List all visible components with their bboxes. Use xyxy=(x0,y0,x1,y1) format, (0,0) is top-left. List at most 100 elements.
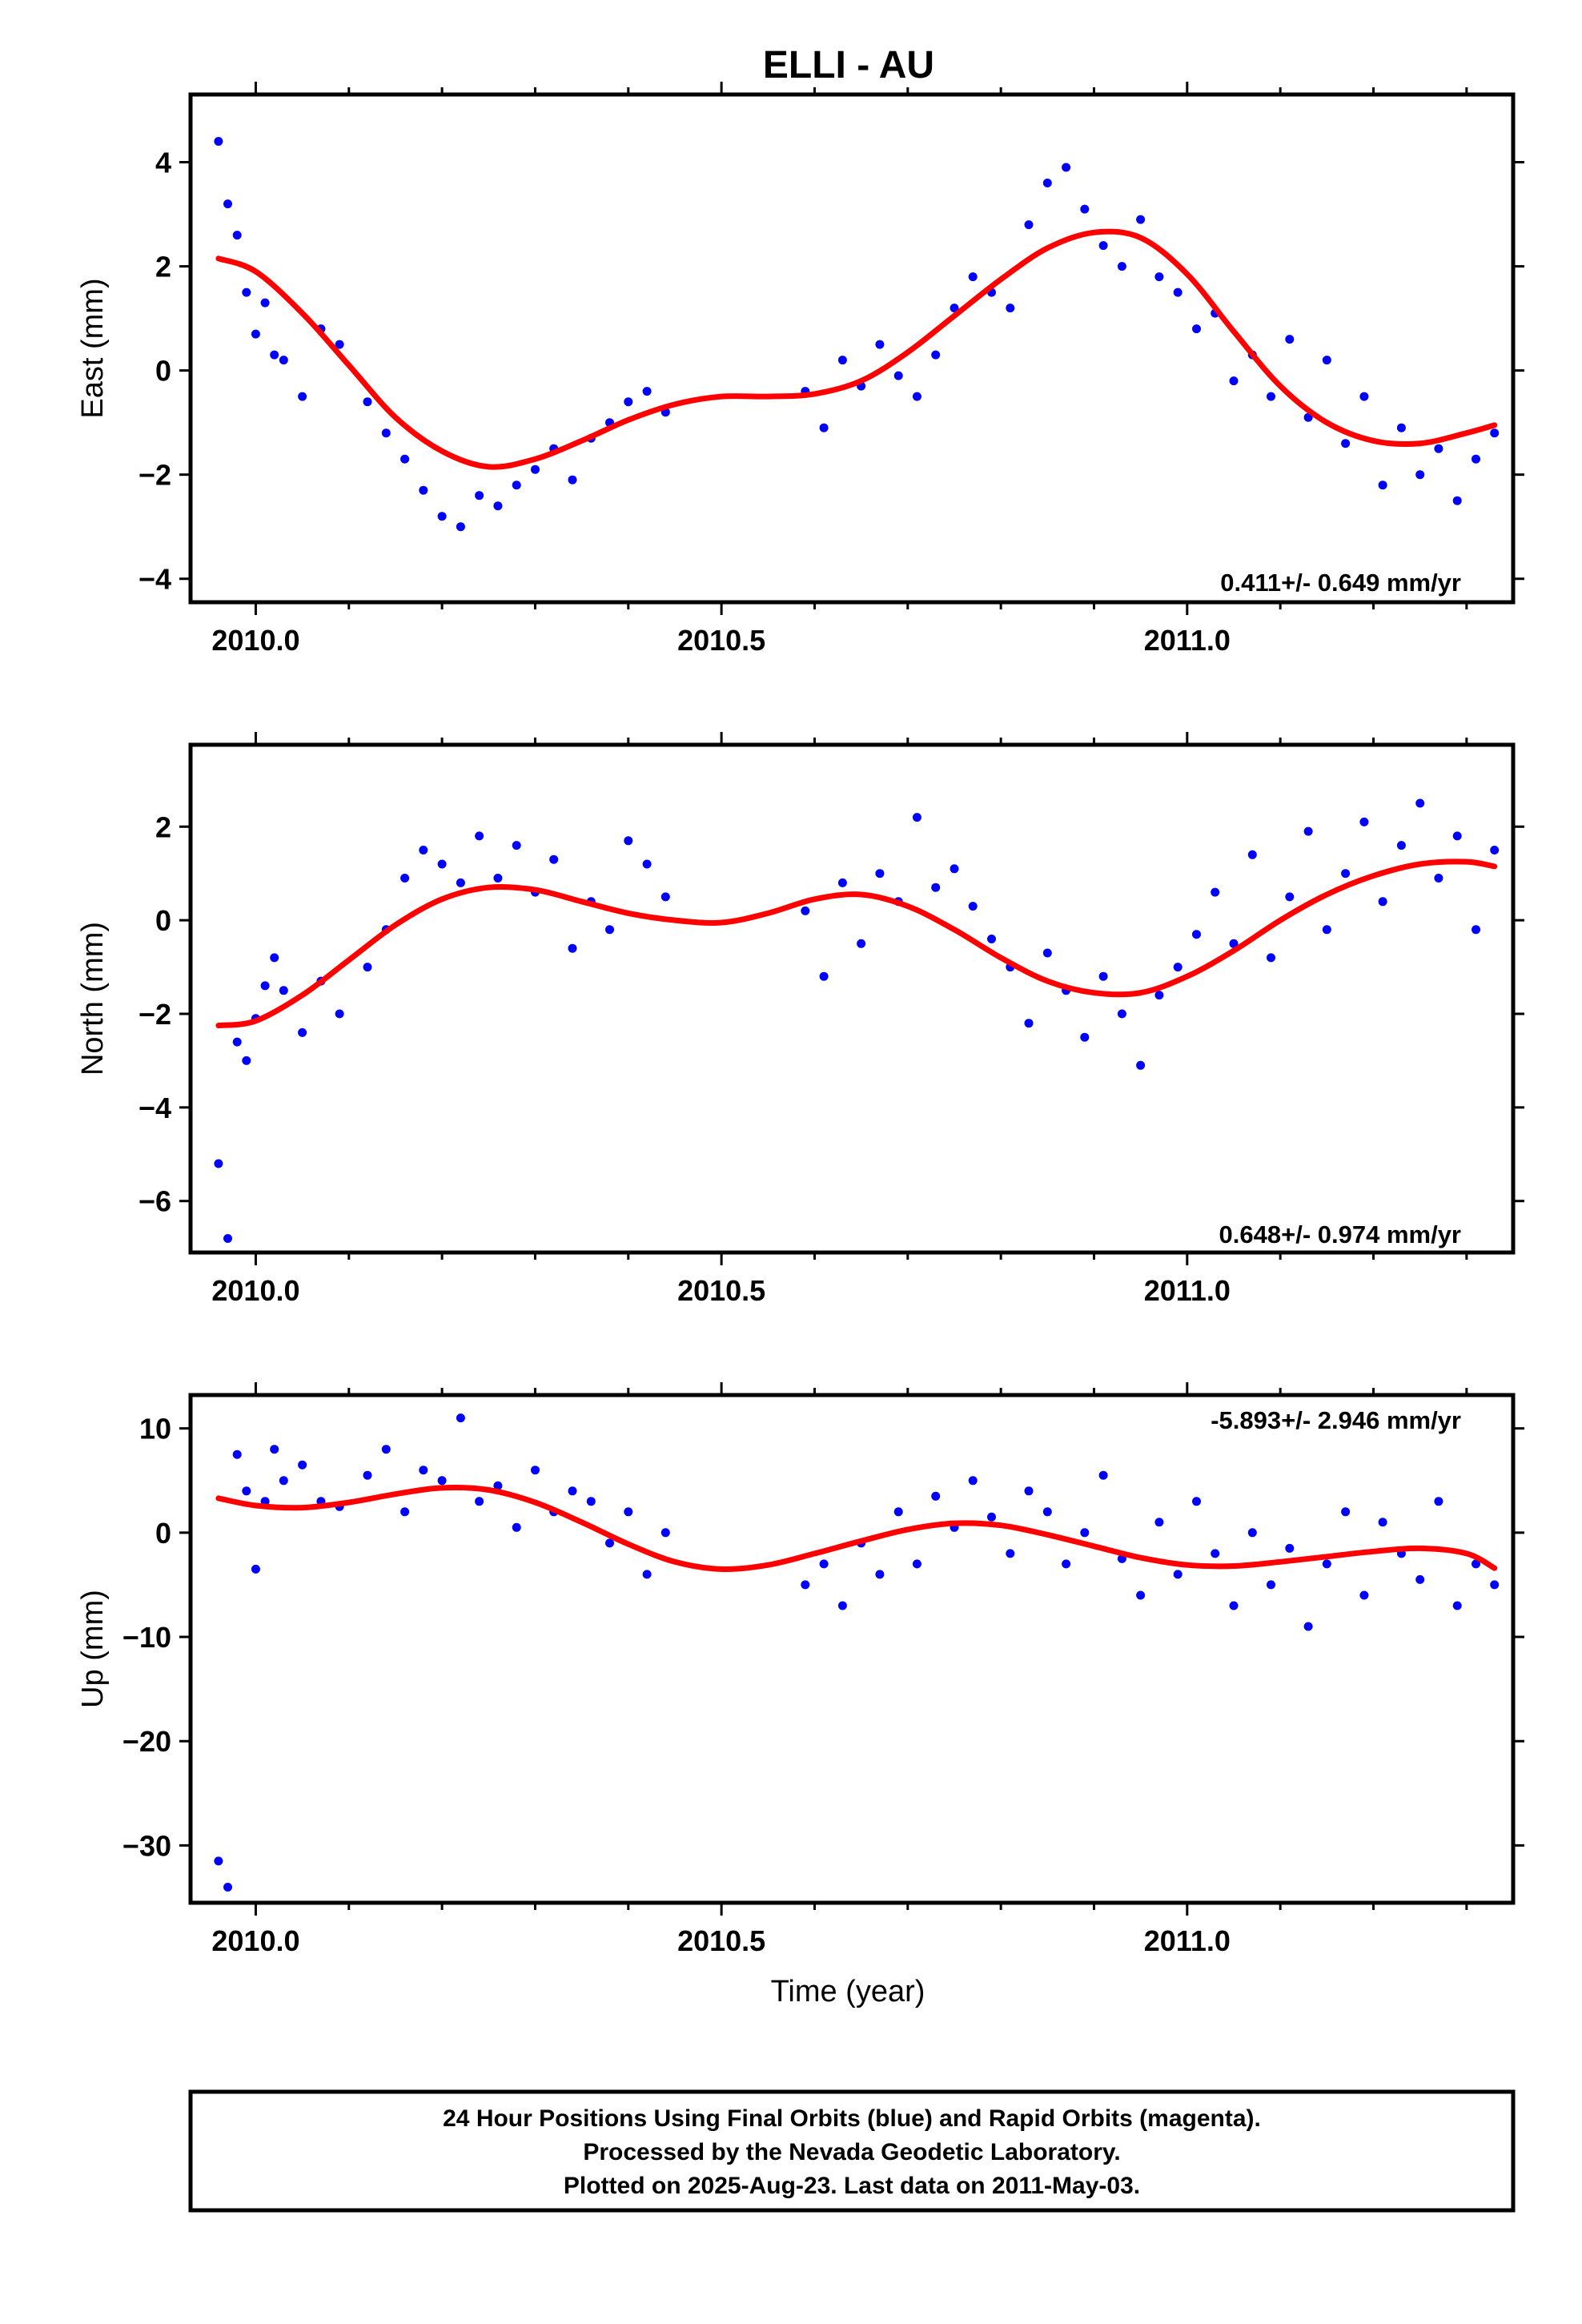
data-point xyxy=(893,1507,903,1517)
data-point xyxy=(893,371,903,380)
data-point xyxy=(242,1486,251,1496)
data-point xyxy=(931,883,941,892)
data-point xyxy=(1080,1032,1090,1042)
data-point xyxy=(1452,1601,1462,1610)
data-point xyxy=(400,454,410,464)
data-point xyxy=(214,1159,223,1168)
data-point xyxy=(475,491,484,501)
x-tick-label: 2010.5 xyxy=(677,1924,765,1957)
data-point xyxy=(1341,1507,1351,1517)
data-point xyxy=(493,874,503,883)
data-point xyxy=(279,986,288,995)
data-point xyxy=(837,356,847,365)
data-point xyxy=(1229,376,1239,386)
data-point xyxy=(857,939,866,948)
data-point xyxy=(1229,939,1239,948)
data-point xyxy=(1042,1507,1052,1517)
x-tick-label: 2010.0 xyxy=(211,624,299,657)
data-point xyxy=(1098,1470,1108,1480)
data-point xyxy=(605,1538,614,1548)
data-point xyxy=(214,137,223,146)
data-point xyxy=(270,350,279,360)
data-point xyxy=(1024,1019,1034,1028)
footer-line-3: Plotted on 2025-Aug-23. Last data on 201… xyxy=(564,2173,1140,2199)
data-point xyxy=(1452,831,1462,841)
data-point xyxy=(1285,335,1295,344)
data-point xyxy=(568,1486,577,1496)
data-point xyxy=(298,1027,307,1037)
data-point xyxy=(232,1449,242,1459)
data-point xyxy=(437,859,447,869)
data-point xyxy=(912,392,921,401)
y-tick-label: −2 xyxy=(139,459,171,492)
data-point xyxy=(251,329,260,339)
data-point xyxy=(1024,220,1034,230)
data-point xyxy=(512,1522,521,1532)
data-point xyxy=(1192,930,1201,939)
data-point xyxy=(875,340,885,349)
x-tick-label: 2010.5 xyxy=(677,624,765,657)
data-point xyxy=(1024,1486,1034,1496)
y-tick-label: −10 xyxy=(122,1621,171,1654)
data-point xyxy=(1378,897,1387,907)
y-tick-label: 0 xyxy=(155,355,171,388)
data-point xyxy=(1154,272,1164,282)
data-point xyxy=(968,902,978,911)
y-axis-label: Up (mm) xyxy=(76,1590,110,1708)
data-point xyxy=(531,1466,540,1475)
data-point xyxy=(1173,1570,1182,1579)
data-point xyxy=(1490,846,1500,854)
data-points xyxy=(214,137,1500,532)
data-point xyxy=(363,963,372,972)
data-point xyxy=(1117,262,1126,271)
data-point xyxy=(624,1507,633,1517)
data-point xyxy=(260,298,270,308)
data-point xyxy=(242,1055,251,1065)
data-point xyxy=(456,1413,465,1423)
data-point xyxy=(493,501,503,511)
data-point xyxy=(260,981,270,991)
data-point xyxy=(363,397,372,407)
data-point xyxy=(242,287,251,297)
data-point xyxy=(586,1497,596,1506)
y-axis-label: North (mm) xyxy=(76,922,110,1076)
data-point xyxy=(1117,1009,1126,1019)
data-point xyxy=(801,906,810,915)
data-point xyxy=(642,387,652,396)
data-point xyxy=(1098,971,1108,981)
data-point xyxy=(270,953,279,963)
fit-line xyxy=(215,858,1498,1029)
data-point xyxy=(1415,798,1425,808)
data-point xyxy=(512,841,521,850)
data-point xyxy=(1006,304,1015,313)
data-point xyxy=(381,428,391,438)
rate-label: 0.648+/- 0.974 mm/yr xyxy=(1219,1220,1461,1248)
data-point xyxy=(419,846,428,854)
data-point xyxy=(1211,887,1220,897)
x-tick-label: 2010.5 xyxy=(677,1274,765,1307)
data-point xyxy=(568,475,577,485)
data-point xyxy=(1062,163,1071,172)
data-point xyxy=(1434,444,1443,453)
y-tick-label: −2 xyxy=(139,998,171,1031)
data-point xyxy=(400,874,410,883)
data-point xyxy=(875,869,885,879)
data-point xyxy=(1080,204,1090,214)
data-point xyxy=(912,813,921,822)
data-point xyxy=(968,272,978,282)
data-point xyxy=(232,231,242,240)
data-point xyxy=(1303,1622,1313,1631)
data-point xyxy=(1154,991,1164,1000)
footer-line-1: 24 Hour Positions Using Final Orbits (bl… xyxy=(443,2105,1261,2132)
data-point xyxy=(363,1470,372,1480)
data-point xyxy=(624,836,633,846)
data-point xyxy=(1267,953,1275,963)
plot-frame xyxy=(188,1393,1516,1905)
data-point xyxy=(1062,1559,1071,1569)
y-tick-label: 2 xyxy=(155,810,171,843)
data-point xyxy=(298,392,307,401)
data-point xyxy=(1267,392,1275,401)
data-point xyxy=(605,925,614,935)
data-point xyxy=(1006,1549,1015,1558)
data-point xyxy=(1341,869,1351,879)
